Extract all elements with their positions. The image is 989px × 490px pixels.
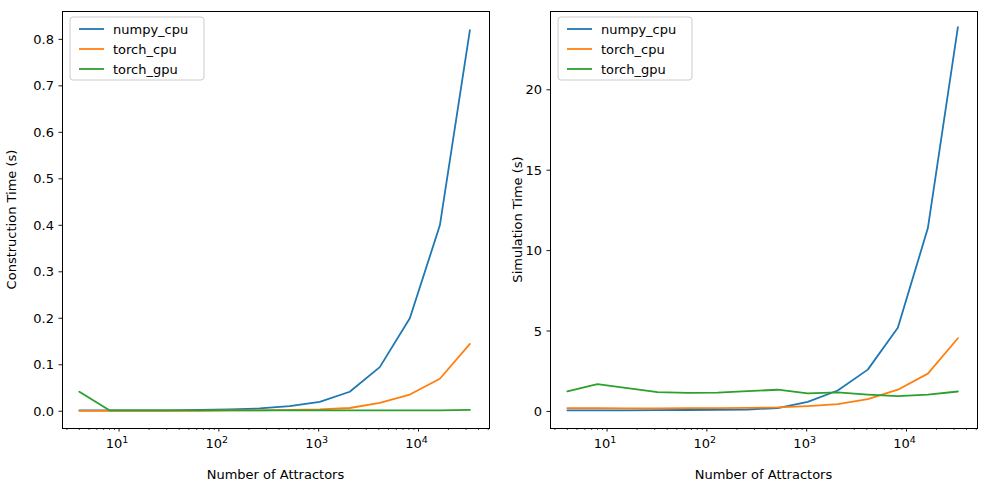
y-axis-tick-label: 10	[525, 243, 542, 258]
y-axis-tick-label: 0.2	[33, 311, 54, 326]
simulation-time-chart: 101 102 103 104 0 5 10 15 20 Number of Attractors…	[495, 0, 989, 490]
legend-label: torch_gpu	[601, 62, 666, 77]
x-axis-tick-label: 101	[106, 434, 129, 452]
benchmark-figure: 101 102 103 104 0.0 0.1 0.2 0.3 0.4 0.5 0.6 0.7 0.8 N…	[0, 0, 989, 490]
y-axis-tick-label: 0.3	[33, 264, 54, 279]
legend-label: numpy_cpu	[113, 22, 188, 37]
y-axis-tick-label: 5	[534, 324, 542, 339]
y-axis-tick-label: 0.0	[33, 404, 54, 419]
x-axis-tick-label: 102	[694, 434, 717, 452]
legend: numpy_cpu torch_cpu torch_gpu	[70, 17, 204, 80]
y-axis-tick-label: 0	[534, 404, 542, 419]
x-axis-tick-label: 103	[793, 434, 816, 452]
y-axis-tick-label: 0.6	[33, 125, 54, 140]
construction-time-chart: 101 102 103 104 0.0 0.1 0.2 0.3 0.4 0.5 0.6 0.7 0.8 N…	[0, 0, 495, 490]
x-axis-label: Number of Attractors	[695, 467, 833, 482]
x-axis-label: Number of Attractors	[207, 467, 345, 482]
x-axis-tick-label: 103	[305, 434, 328, 452]
series-line-numpy_cpu	[79, 30, 470, 410]
legend-label: numpy_cpu	[601, 22, 676, 37]
series-line-torch_gpu	[567, 384, 958, 396]
y-axis-tick-label: 0.7	[33, 78, 54, 93]
legend-label: torch_cpu	[601, 42, 665, 57]
y-axis-tick-label: 0.8	[33, 32, 54, 47]
x-axis-tick-label: 101	[594, 434, 617, 452]
x-axis-tick-label: 102	[206, 434, 229, 452]
legend-label: torch_gpu	[113, 62, 178, 77]
y-axis-label: Construction Time (s)	[4, 150, 19, 290]
y-axis-tick-label: 15	[525, 163, 542, 178]
y-axis-tick-label: 0.1	[33, 357, 54, 372]
y-axis-tick-label: 20	[525, 82, 542, 97]
legend-label: torch_cpu	[113, 42, 177, 57]
y-axis-label: Simulation Time (s)	[510, 156, 525, 282]
simulation-time-plot-canvas: 101 102 103 104 0 5 10 15 20 Number of Attractors…	[495, 0, 989, 490]
series-line-torch_cpu	[79, 344, 470, 411]
series-line-numpy_cpu	[567, 27, 958, 410]
y-axis-tick-label: 0.5	[33, 171, 54, 186]
series-line-torch_cpu	[567, 338, 958, 408]
x-axis-tick-label: 104	[405, 434, 428, 452]
legend: numpy_cpu torch_cpu torch_gpu	[558, 17, 692, 80]
x-axis-tick-label: 104	[893, 434, 916, 452]
y-axis-tick-label: 0.4	[33, 218, 54, 233]
construction-time-plot-canvas: 101 102 103 104 0.0 0.1 0.2 0.3 0.4 0.5 0.6 0.7 0.8 N…	[0, 0, 495, 490]
